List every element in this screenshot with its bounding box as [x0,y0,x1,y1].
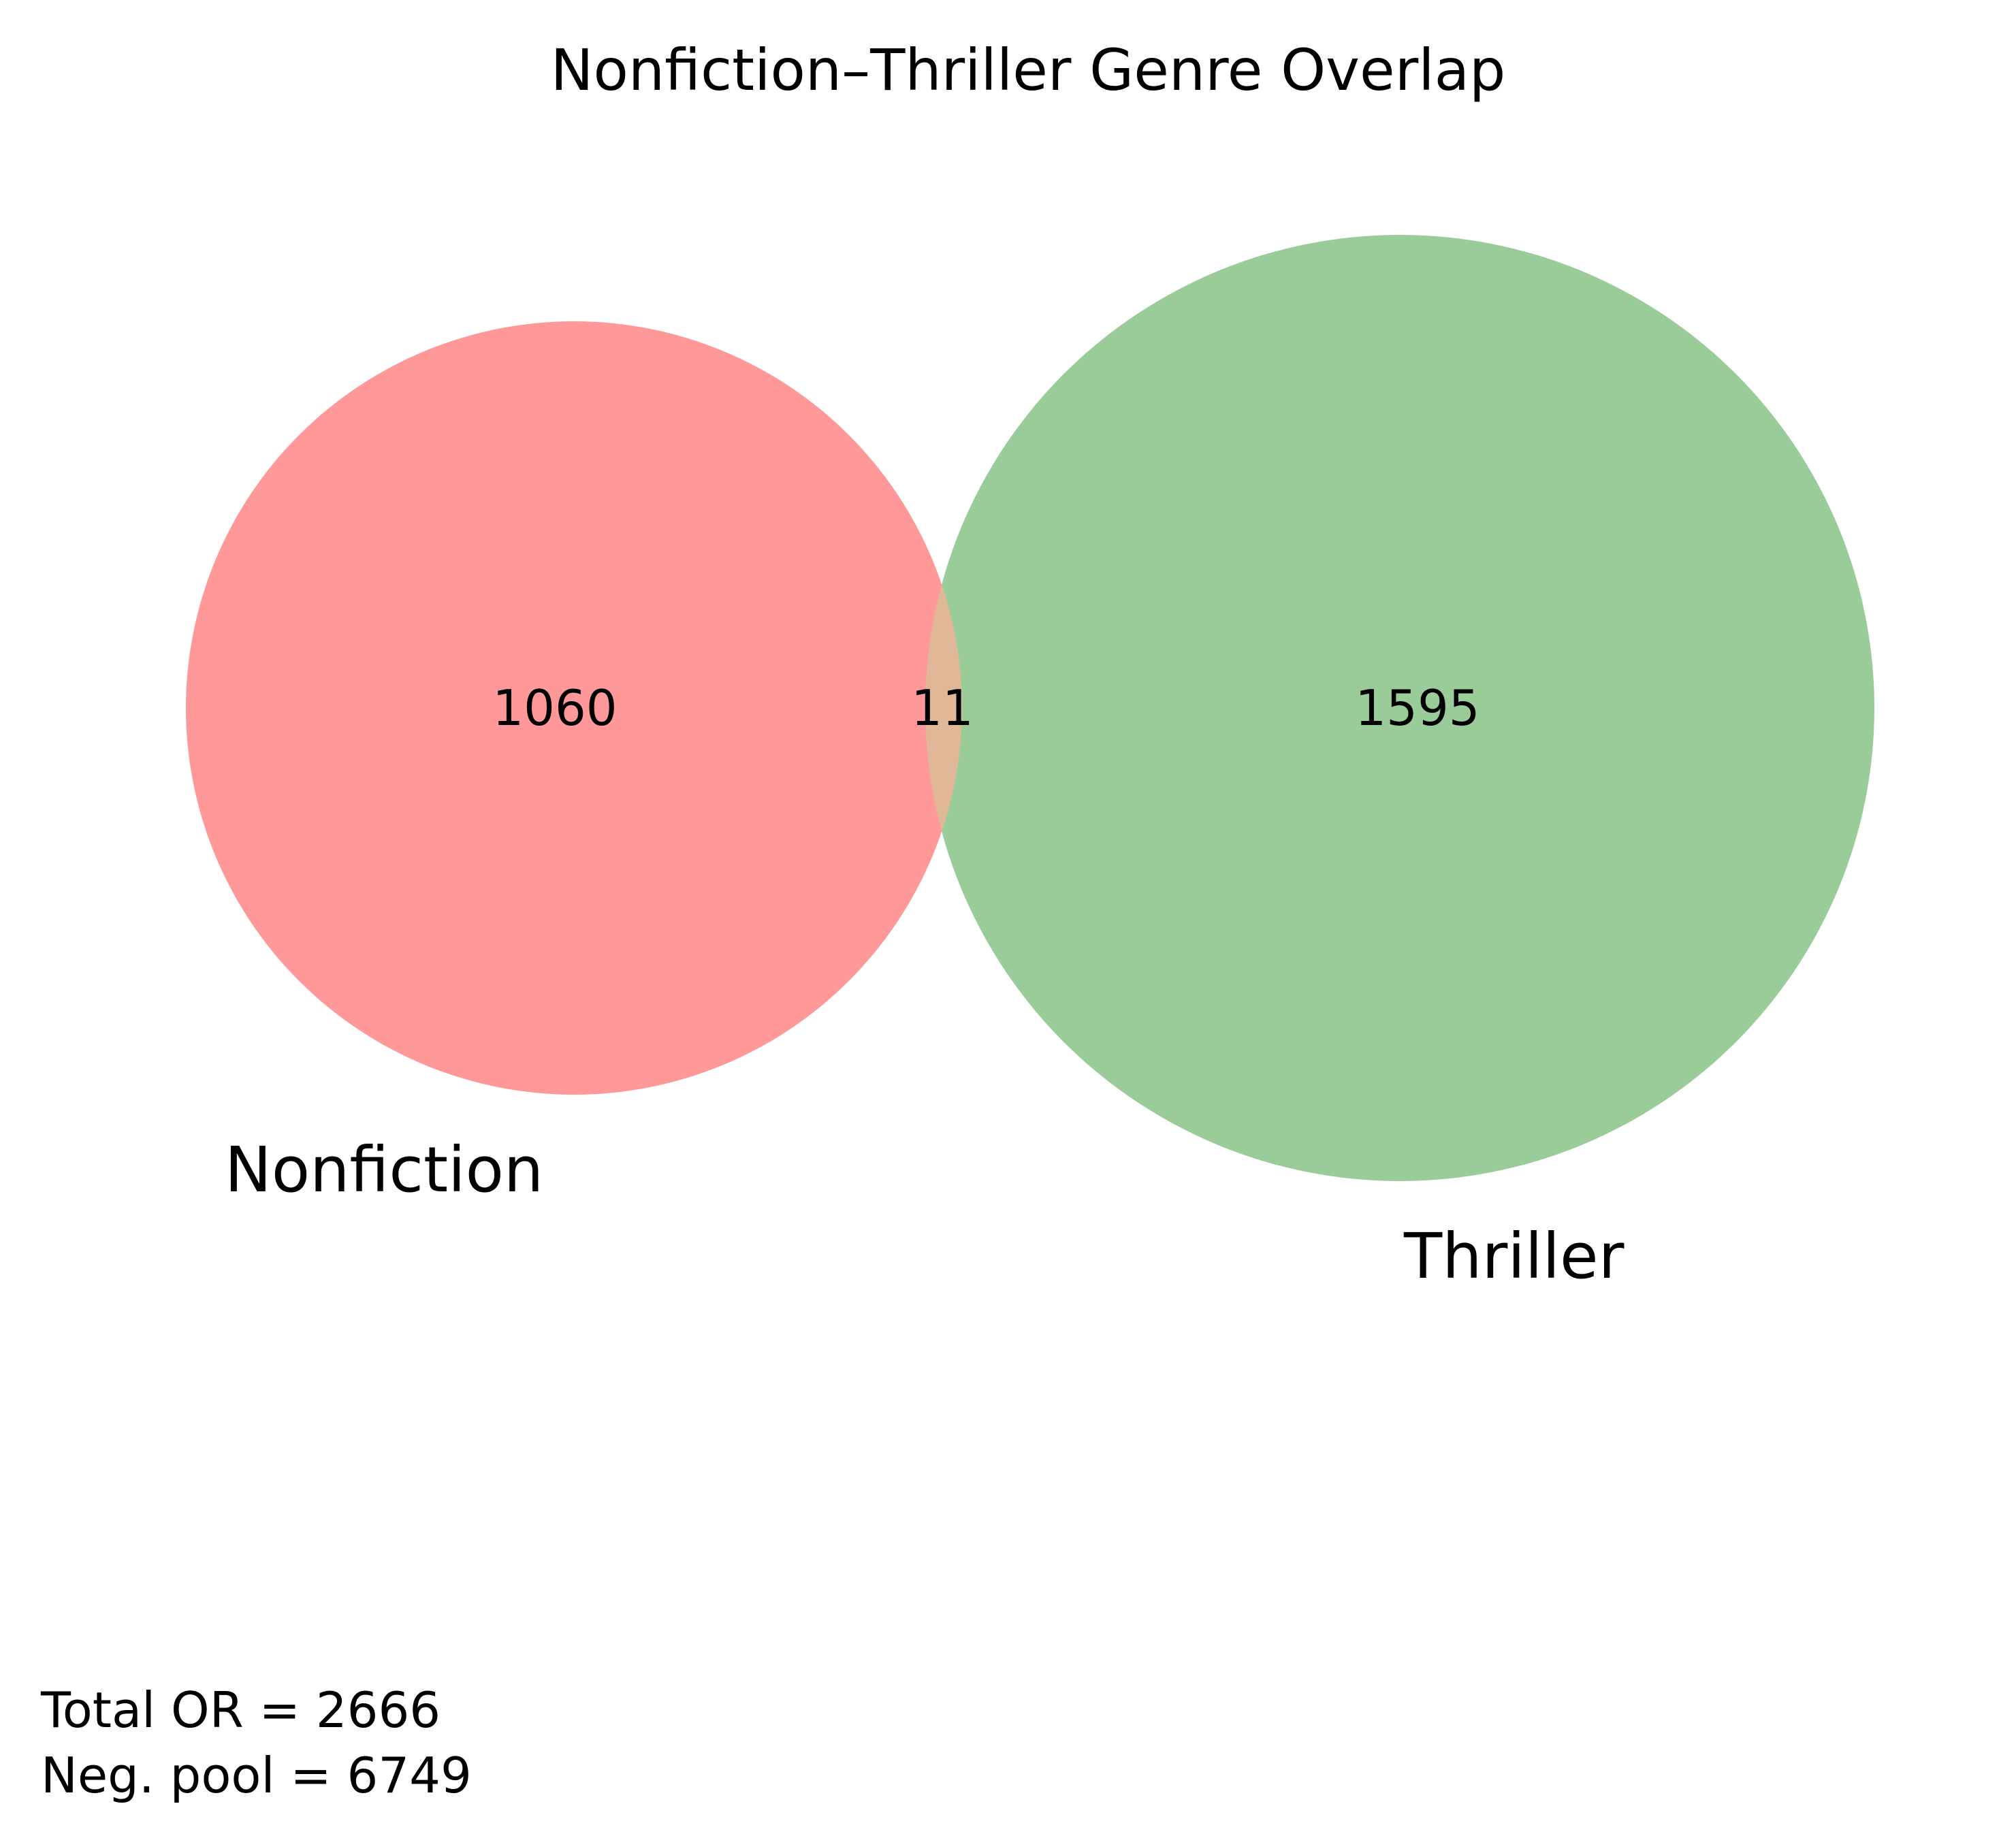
count-thriller-only: 1595 [1355,679,1479,737]
count-nonfiction-only: 1060 [492,679,617,737]
label-thriller: Thriller [1403,1220,1625,1293]
circle-nonfiction [186,321,962,1095]
stats-negative-pool: Neg. pool = 6749 [41,1747,472,1804]
diagram-title: Nonfiction–Thriller Genre Overlap [551,37,1506,103]
circle-thriller [925,235,1874,1181]
count-intersection: 11 [911,679,974,737]
label-nonfiction: Nonfiction [225,1133,543,1206]
stats-total: Total OR = 2666 [40,1681,441,1739]
